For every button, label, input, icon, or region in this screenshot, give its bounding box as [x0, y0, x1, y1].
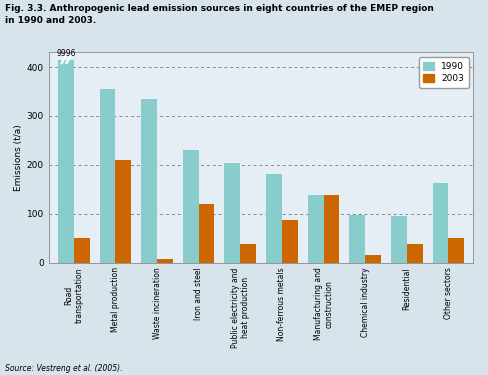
Bar [115, 160, 131, 262]
Text: 9996: 9996 [56, 50, 76, 58]
Legend: 1990, 2003: 1990, 2003 [419, 57, 469, 88]
Bar [324, 195, 339, 262]
Bar [141, 99, 157, 262]
Text: Source: Vestreng et al. (2005).: Source: Vestreng et al. (2005). [5, 364, 122, 373]
Bar [365, 255, 381, 262]
Text: Fig. 3.3. Anthropogenic lead emission sources in eight countries of the EMEP reg: Fig. 3.3. Anthropogenic lead emission so… [5, 4, 434, 24]
Y-axis label: Emissions (t/a): Emissions (t/a) [14, 124, 22, 191]
Bar [448, 238, 464, 262]
Bar [240, 244, 256, 262]
Bar [407, 244, 423, 262]
Bar [74, 238, 90, 262]
Bar [266, 174, 282, 262]
Bar [199, 204, 214, 262]
Bar [282, 219, 298, 262]
Bar [58, 60, 74, 262]
Bar [183, 150, 199, 262]
Bar [224, 164, 240, 262]
Bar [349, 215, 365, 262]
Bar [308, 195, 324, 262]
Bar [100, 89, 115, 262]
Bar [157, 259, 173, 262]
Bar [391, 216, 407, 262]
Bar [432, 183, 448, 262]
